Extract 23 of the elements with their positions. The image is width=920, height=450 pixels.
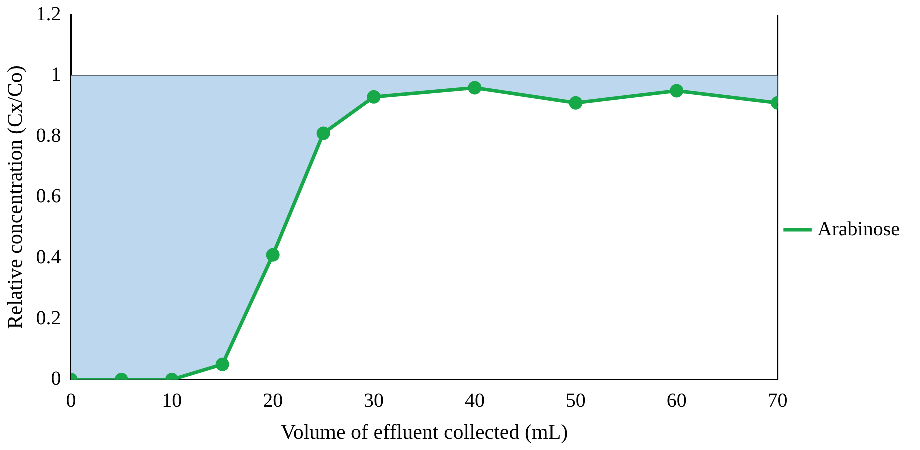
y-tick-label: 0.8	[36, 124, 62, 147]
x-tick-label: 0	[66, 390, 76, 412]
x-tick-label: 70	[768, 390, 788, 412]
point	[670, 84, 684, 98]
y-tick-label: 1	[51, 64, 62, 86]
x-tick-label: 40	[464, 390, 485, 412]
x-tick-label: 60	[666, 390, 687, 412]
y-tick-label: 0.2	[36, 307, 62, 330]
x-tick-label: 20	[263, 390, 284, 412]
legend-label: Arabinose	[818, 218, 900, 240]
y-axis-title: Relative concentration (Cx/Co)	[3, 66, 28, 330]
point	[569, 96, 583, 110]
point	[316, 126, 330, 140]
y-tick-label: 1.2	[36, 3, 62, 26]
y-tick-label: 0.4	[36, 246, 62, 268]
x-tick-label: 10	[162, 390, 182, 412]
x-tick-label: 30	[364, 390, 384, 412]
x-tick-label: 50	[566, 390, 586, 412]
point	[468, 81, 482, 95]
x-axis-title: Volume of effluent collected (mL)	[280, 420, 568, 444]
y-tick-label: 0	[51, 368, 62, 390]
y-tick-label: 0.6	[36, 186, 62, 208]
point	[367, 90, 381, 104]
